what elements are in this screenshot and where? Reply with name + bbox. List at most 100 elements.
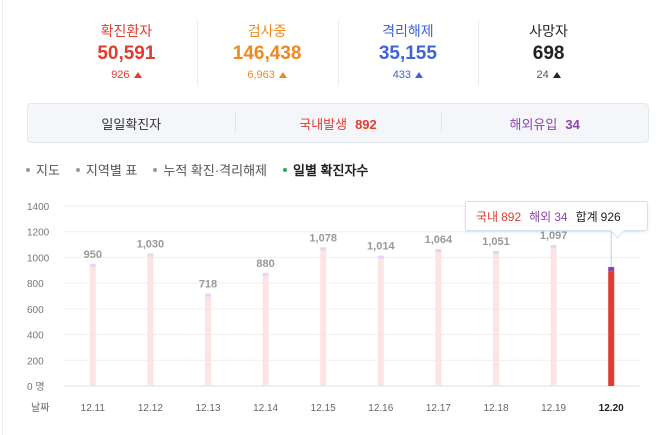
bar	[147, 253, 154, 386]
bar-domestic	[608, 271, 615, 386]
tab-daily-confirmed[interactable]: 일별 확진자수	[283, 160, 368, 179]
up-arrow-icon	[278, 72, 287, 78]
x-tick-label: 12.17	[426, 403, 451, 414]
stat-confirmed-label: 확진환자	[100, 23, 153, 39]
stat-confirmed-delta: 926	[111, 69, 142, 81]
stat-deaths-delta-value: 24	[536, 69, 549, 81]
up-arrow-icon	[133, 72, 142, 78]
y-tick-label: 800	[27, 279, 44, 290]
x-tick-label: 12.11	[81, 403, 106, 414]
stat-tested: 검사중 146,438 6,963	[196, 18, 338, 88]
tooltip-overseas-value: 34	[554, 209, 568, 224]
stat-deaths-label: 사망자	[529, 23, 568, 39]
y-tick-label: 0 명	[27, 381, 45, 393]
data-label: 950	[84, 249, 102, 261]
stat-released-label: 격리해제	[382, 23, 434, 39]
bar-cap	[550, 244, 557, 248]
x-tick-label: 12.16	[368, 403, 393, 414]
bar	[493, 250, 499, 386]
chart-svg: 0 명 200 400 600 800 1000 1200 1400 날짜 950 12.11 1,0…	[27, 202, 640, 414]
tab-daily-confirmed-label: 일별 확진자수	[293, 163, 369, 178]
x-tick-label: 12.19	[541, 403, 566, 414]
stat-released-value: 35,155	[378, 43, 437, 64]
x-tick-label: 12.20	[599, 403, 624, 414]
x-tick-label: 12.13	[195, 403, 220, 414]
page-border	[2, 0, 3, 435]
data-label: 1,064	[425, 234, 453, 246]
bar-cap	[377, 255, 384, 259]
tooltip-total-label: 합계	[575, 209, 598, 224]
bar	[550, 244, 557, 386]
y-tick-label: 1200	[27, 228, 50, 239]
daily-overseas-value: 34	[565, 116, 580, 132]
up-arrow-icon	[552, 72, 561, 78]
tooltip-total-value: 926	[600, 209, 621, 224]
tab-region-table[interactable]: 지역별 표	[75, 160, 138, 179]
bar	[435, 249, 442, 386]
stat-tested-value: 146,438	[232, 43, 302, 64]
daily-confirmed-chart: 0 명 200 400 600 800 1000 1200 1400 날짜 950 12.11 1,0…	[0, 195, 671, 435]
stat-released-delta: 433	[392, 69, 424, 81]
tooltip-total: 합계 926	[576, 208, 621, 225]
x-tick-label: 12.18	[483, 403, 508, 414]
y-tick-label: 400	[27, 331, 44, 342]
bar-cap	[89, 263, 96, 267]
daily-title: 일일확진자	[101, 116, 162, 132]
stat-confirmed-value: 50,591	[97, 43, 156, 64]
bar-cap	[435, 249, 442, 253]
stat-confirmed-delta-value: 926	[111, 69, 130, 81]
tab-cumulative[interactable]: 누적 확진·격리해제	[153, 160, 267, 179]
x-tick-label: 12.15	[311, 403, 336, 414]
y-tick-label: 200	[27, 356, 44, 367]
tab-map[interactable]: 지도	[26, 160, 60, 179]
chart-tooltip: 국내 892 해외 34 합계 926	[465, 201, 648, 231]
daily-overseas-cell: 해외유입 34	[441, 111, 648, 133]
tooltip-domestic-label: 국내	[476, 209, 499, 224]
data-label: 1,097	[540, 230, 568, 242]
bar	[89, 263, 96, 386]
bar	[205, 293, 211, 386]
daily-domestic-cell: 국내발생 892	[234, 111, 442, 133]
stat-confirmed: 확진환자 50,591 926	[56, 18, 197, 88]
tab-region-table-label: 지역별 표	[85, 163, 138, 178]
tooltip-domestic: 국내 892	[476, 208, 521, 225]
up-arrow-icon	[415, 72, 424, 78]
stat-released: 격리해제 35,155 433	[337, 18, 479, 88]
daily-overseas-label: 해외유입	[509, 116, 558, 132]
data-label: 1,014	[367, 241, 395, 253]
stats-summary: 확진환자 50,591 926 검사중 146,438 6,963 격리해제 3…	[56, 18, 619, 88]
y-tick-label: 1400	[27, 202, 50, 213]
daily-confirmed-box: 일일확진자 국내발생 892 해외유입 34	[27, 103, 649, 143]
bar	[262, 272, 269, 386]
bar-cap	[205, 293, 211, 297]
y-tick-label: 600	[27, 305, 44, 316]
stat-tested-label: 검사중	[247, 23, 287, 39]
bar-cap	[262, 272, 269, 276]
x-tick-label: 12.12	[138, 403, 163, 414]
stat-released-delta-value: 433	[392, 69, 412, 81]
stat-deaths: 사망자 698 24	[478, 18, 619, 88]
data-label: 1,030	[137, 239, 165, 251]
x-axis-label: 날짜	[31, 402, 49, 414]
bar	[377, 255, 384, 386]
stat-tested-delta: 6,963	[247, 69, 287, 81]
tooltip-domestic-value: 892	[501, 209, 522, 224]
data-label: 880	[256, 258, 274, 270]
bullet-icon	[75, 167, 80, 172]
bar	[320, 247, 327, 386]
active-bullet-icon	[283, 167, 287, 172]
bullet-icon	[153, 167, 158, 172]
x-tick-label: 12.14	[253, 403, 278, 414]
y-tick-label: 1000	[27, 253, 50, 264]
bullet-icon	[26, 167, 30, 172]
daily-domestic-label: 국내발생	[299, 116, 348, 132]
daily-title-cell: 일일확진자	[28, 114, 235, 133]
stat-tested-delta-value: 6,963	[247, 69, 275, 81]
chart-tabs: 지도 지역별 표 누적 확진·격리해제 일별 확진자수	[26, 160, 384, 179]
data-label: 718	[199, 279, 217, 291]
bar-cap	[493, 250, 499, 254]
data-label: 1,051	[482, 236, 510, 248]
tooltip-overseas-label: 해외	[529, 209, 552, 224]
data-label: 1,078	[309, 232, 337, 244]
tab-cumulative-label: 누적 확진·격리해제	[163, 163, 267, 178]
